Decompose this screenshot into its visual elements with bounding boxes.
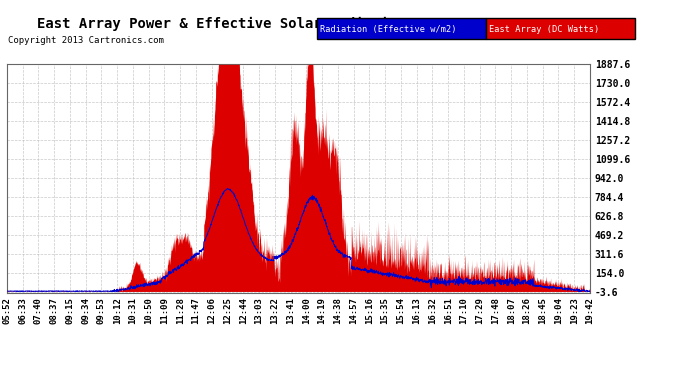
Text: East Array (DC Watts): East Array (DC Watts) (489, 25, 600, 34)
Text: Copyright 2013 Cartronics.com: Copyright 2013 Cartronics.com (8, 36, 164, 45)
Text: Radiation (Effective w/m2): Radiation (Effective w/m2) (320, 25, 457, 34)
Text: East Array Power & Effective Solar Radiation  Tue May 28 20:11: East Array Power & Effective Solar Radia… (37, 17, 556, 31)
